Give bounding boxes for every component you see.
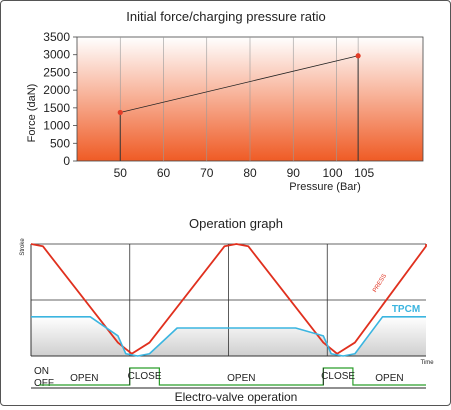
chart1-x-tick-label: 70 <box>200 166 214 180</box>
chart1-x-tick-label: 105 <box>354 166 374 180</box>
chart1-y-tick-label: 1000 <box>43 119 70 133</box>
chart2-tpcm-line <box>31 315 426 357</box>
chart2-press-label: PRESS <box>372 273 388 293</box>
chart1-series <box>117 53 361 161</box>
chart2-tpcm-label: TPCM <box>392 304 420 315</box>
chart1-y-tick-label: 500 <box>50 136 70 150</box>
chart2-y-axis-label: Stroke <box>20 238 26 256</box>
chart1-x-axis-label: Pressure (Bar) <box>289 181 361 193</box>
chart1-x-tick-label: 50 <box>114 166 128 180</box>
chart2-title: Operation graph <box>189 216 283 231</box>
valve-segment-label: OPEN <box>227 373 255 384</box>
chart2-x-axis-label: Time <box>420 360 434 366</box>
chart1-y-ticks: 0 500 1000 1500 2000 2500 3000 3500 <box>43 30 77 168</box>
chart1-x-ticks: 50 60 70 80 90 100 105 <box>114 166 375 180</box>
chart1-x-tick-label: 60 <box>157 166 171 180</box>
chart1-x-tick-label: 90 <box>287 166 301 180</box>
valve-segment-label: OPEN <box>70 373 98 384</box>
chart1-data-point <box>355 53 361 59</box>
valve-segment-label: CLOSE <box>321 371 355 382</box>
valve-caption: Electro-valve operation <box>175 390 298 404</box>
chart1-y-tick-label: 1500 <box>43 101 70 115</box>
valve-timing: OPEN CLOSE OPEN CLOSE OPEN <box>31 367 426 389</box>
chart2-gridlines <box>30 243 426 357</box>
chart1-y-axis-label: Force (daN) <box>26 84 38 143</box>
chart1-x-tick-label: 80 <box>243 166 257 180</box>
chart1-x-tick-label: 100 <box>322 166 342 180</box>
chart1-y-tick-label: 3000 <box>43 48 70 62</box>
chart1-y-tick-label: 0 <box>63 154 70 168</box>
chart1-data-point <box>117 109 123 116</box>
valve-on-label: ON <box>34 366 49 377</box>
chart1-y-tick-label: 2500 <box>43 65 70 79</box>
chart1-title: Initial force/charging pressure ratio <box>126 9 325 24</box>
chart1-y-tick-label: 2000 <box>43 83 70 97</box>
valve-segment-label: CLOSE <box>128 371 162 382</box>
chart2-series <box>30 243 427 357</box>
chart2-press-line <box>30 243 427 355</box>
valve-off-label: OFF <box>34 378 54 389</box>
chart1-y-tick-label: 3500 <box>43 30 70 44</box>
valve-segment-label: OPEN <box>375 373 403 384</box>
chart1-trend-line <box>120 55 359 113</box>
